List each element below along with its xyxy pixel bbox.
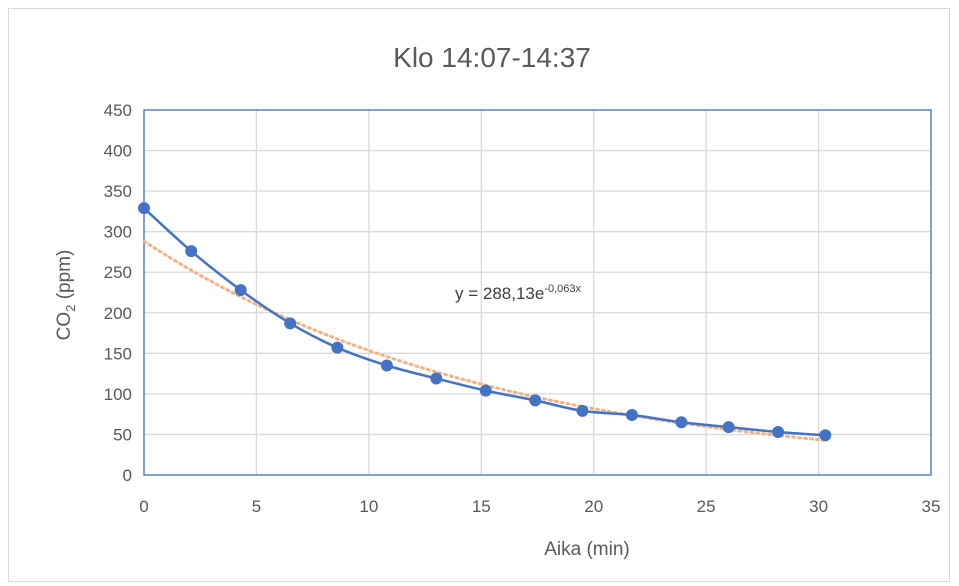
data-point bbox=[772, 426, 785, 439]
x-tick-label: 35 bbox=[922, 497, 941, 516]
data-point bbox=[430, 372, 443, 385]
trendline bbox=[142, 239, 827, 442]
y-axis-title-suffix: (ppm) bbox=[54, 250, 75, 305]
data-point bbox=[331, 341, 344, 354]
y-tick-label: 150 bbox=[104, 344, 132, 363]
tick-labels: 0 50 100 150 200 250 300 350 400 450 0 5 10 15 20 25 30 3… bbox=[104, 101, 941, 516]
y-axis-title-prefix: CO bbox=[54, 312, 75, 341]
series-line bbox=[143, 207, 826, 437]
data-point bbox=[284, 317, 297, 330]
x-tick-label: 0 bbox=[139, 497, 148, 516]
y-tick-label: 450 bbox=[104, 101, 132, 120]
x-tick-label: 20 bbox=[584, 497, 603, 516]
data-point bbox=[675, 416, 688, 429]
x-axis-title: Aika (min) bbox=[544, 539, 630, 560]
y-tick-label: 300 bbox=[104, 223, 132, 242]
data-point bbox=[479, 384, 492, 397]
y-tick-label: 0 bbox=[123, 466, 132, 485]
x-tick-label: 5 bbox=[252, 497, 261, 516]
x-tick-label: 10 bbox=[359, 497, 378, 516]
plot-border bbox=[143, 109, 932, 476]
data-point bbox=[138, 202, 150, 215]
y-axis-title: CO2 (ppm) bbox=[54, 250, 78, 341]
data-point bbox=[529, 394, 542, 407]
x-tick-label: 15 bbox=[472, 497, 491, 516]
trendline-equation: y = 288,13e-0,063x bbox=[455, 283, 582, 303]
chart-frame: 0 50 100 150 200 250 300 350 400 450 0 5 10 15 20 25 30 3… bbox=[8, 8, 950, 582]
x-tick-label: 25 bbox=[697, 497, 716, 516]
y-axis-title-subscript: 2 bbox=[63, 305, 78, 312]
y-tick-label: 250 bbox=[104, 263, 132, 282]
y-tick-label: 50 bbox=[113, 425, 132, 444]
trendline-equation-exponent: -0,063x bbox=[544, 283, 581, 295]
data-point bbox=[722, 421, 735, 434]
data-point bbox=[185, 245, 198, 258]
trendline-equation-base: y = 288,13e bbox=[455, 284, 544, 303]
data-point bbox=[234, 284, 247, 297]
chart-svg: 0 50 100 150 200 250 300 350 400 450 0 5 10 15 20 25 30 3… bbox=[54, 42, 941, 560]
data-point bbox=[576, 404, 589, 417]
y-tick-label: 200 bbox=[104, 304, 132, 323]
plot-area bbox=[138, 202, 832, 442]
y-tick-label: 100 bbox=[104, 385, 132, 404]
data-point bbox=[380, 359, 393, 372]
gridlines bbox=[143, 109, 932, 476]
x-tick-label: 30 bbox=[809, 497, 828, 516]
chart-title: Klo 14:07-14:37 bbox=[393, 42, 591, 73]
data-point bbox=[625, 408, 638, 421]
data-point bbox=[819, 429, 832, 442]
y-tick-label: 350 bbox=[104, 182, 132, 201]
y-tick-label: 400 bbox=[104, 142, 132, 161]
